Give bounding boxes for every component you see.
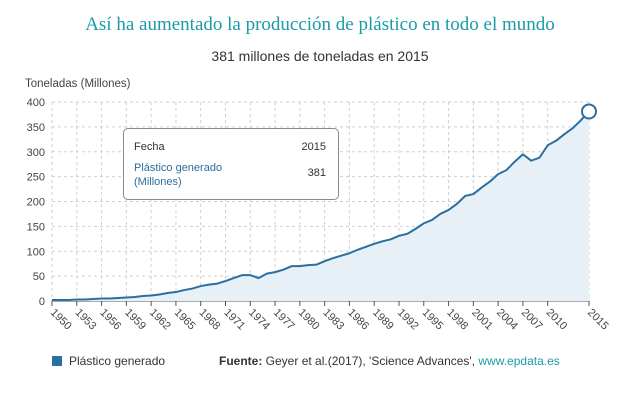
y-tick-label: 300: [27, 147, 45, 159]
x-tick-label: 1983: [321, 307, 347, 333]
x-tick-label: 1974: [246, 307, 272, 333]
chart-legend[interactable]: Plástico generado: [52, 354, 165, 368]
x-tick-label: 1980: [296, 307, 322, 333]
x-tick-label: 2007: [519, 307, 545, 333]
x-tick-label: 1965: [172, 307, 198, 333]
y-tick-label: 200: [27, 197, 45, 209]
legend-label: Plástico generado: [69, 354, 166, 368]
legend-swatch: [52, 356, 62, 366]
series-line: [52, 110, 590, 301]
x-tick-label: 1986: [345, 307, 371, 333]
tooltip-fecha-label: Fecha: [134, 141, 165, 153]
y-tick-label: 0: [39, 296, 45, 308]
x-tick-label: 1998: [444, 307, 470, 333]
tooltip-series-value: 381: [307, 167, 326, 179]
x-tick-label: 1956: [97, 307, 123, 333]
x-tick-label: 2010: [544, 307, 570, 333]
y-tick-label: 100: [27, 246, 45, 258]
y-tick-label: 350: [27, 122, 45, 134]
y-axis-label: Toneladas (Millones): [25, 78, 131, 90]
series-area: [52, 111, 589, 301]
y-tick-label: 50: [33, 271, 45, 283]
chart-title: Así ha aumentado la producción de plásti…: [85, 14, 555, 35]
source-label: Fuente:: [219, 354, 263, 368]
x-tick-label: 1962: [147, 307, 173, 333]
x-tick-label: 2004: [494, 307, 520, 333]
x-tick-label: 1950: [48, 307, 74, 333]
y-tick-label: 400: [27, 97, 45, 109]
x-tick-label: 1977: [271, 307, 297, 333]
x-tick-label: 1989: [370, 307, 396, 333]
x-tick-label: 2001: [469, 307, 495, 333]
y-tick-label: 150: [27, 221, 45, 233]
tooltip-fecha-value: 2015: [301, 141, 326, 153]
x-tick-label: 1971: [221, 307, 247, 333]
source-text: Geyer et al.(2017), 'Science Advances',: [262, 354, 479, 368]
highlight-marker: [581, 103, 597, 120]
source-note: Fuente: Geyer et al.(2017), 'Science Adv…: [219, 354, 560, 368]
x-tick-label: 2015: [585, 307, 611, 333]
chart-tooltip: Fecha 2015 Plástico generado (Millones) …: [123, 128, 339, 200]
chart-subtitle: 381 millones de toneladas en 2015: [211, 48, 429, 64]
x-tick-label: 1995: [420, 307, 446, 333]
y-tick-label: 250: [27, 172, 45, 184]
x-tick-label: 1968: [197, 307, 223, 333]
source-link[interactable]: www.epdata.es: [478, 354, 560, 368]
x-tick-label: 1992: [395, 307, 421, 333]
tooltip-series-label: Plástico generado (Millones): [134, 162, 223, 188]
x-tick-label: 1953: [73, 307, 99, 333]
x-tick-label: 1959: [122, 307, 148, 333]
